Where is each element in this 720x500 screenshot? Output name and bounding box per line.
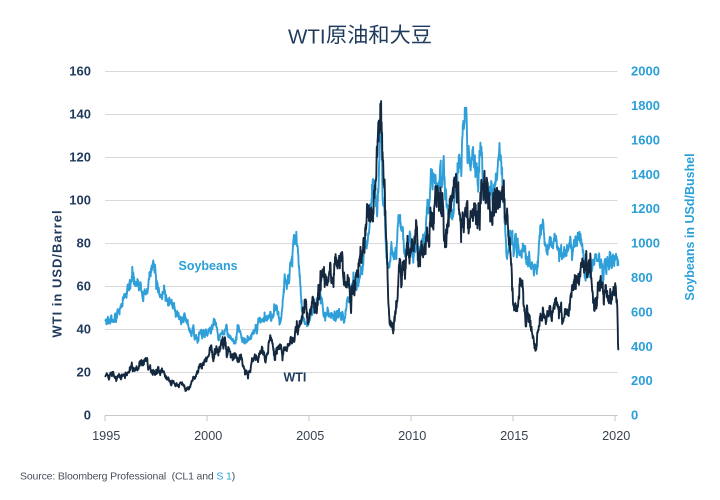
svg-text:1000: 1000 [631,236,660,251]
svg-text:100: 100 [69,193,91,208]
svg-text:2005: 2005 [296,429,324,443]
svg-text:Soybeans in USd/Bushel: Soybeans in USd/Bushel [683,153,697,300]
svg-text:40: 40 [77,322,91,337]
svg-text:0: 0 [631,408,638,423]
svg-text:20: 20 [77,365,91,380]
svg-text:160: 160 [69,64,91,79]
svg-text:2015: 2015 [500,429,528,443]
svg-text:800: 800 [631,270,653,285]
svg-text:1400: 1400 [631,167,660,182]
svg-text:2020: 2020 [602,429,630,443]
svg-text:1600: 1600 [631,132,660,147]
svg-text:Source: Bloomberg Professional: Source: Bloomberg Professional (CL1 and … [20,471,235,483]
svg-text:0: 0 [84,408,91,423]
svg-text:140: 140 [69,107,91,122]
svg-text:1995: 1995 [92,429,120,443]
svg-text:1800: 1800 [631,98,660,113]
svg-text:Soybeans: Soybeans [179,259,238,273]
svg-text:120: 120 [69,150,91,165]
svg-text:WTI: WTI [284,371,307,385]
svg-text:2000: 2000 [194,429,222,443]
svg-text:WTI: WTI [288,26,326,49]
svg-text:2010: 2010 [398,429,426,443]
svg-text:600: 600 [631,304,653,319]
svg-text:200: 200 [631,373,653,388]
svg-text:60: 60 [77,279,91,294]
svg-text:1200: 1200 [631,201,660,216]
svg-text:WTI in USD/Barrel: WTI in USD/Barrel [50,209,65,337]
svg-text:2000: 2000 [631,64,660,79]
svg-text:400: 400 [631,339,653,354]
svg-text:80: 80 [77,236,91,251]
